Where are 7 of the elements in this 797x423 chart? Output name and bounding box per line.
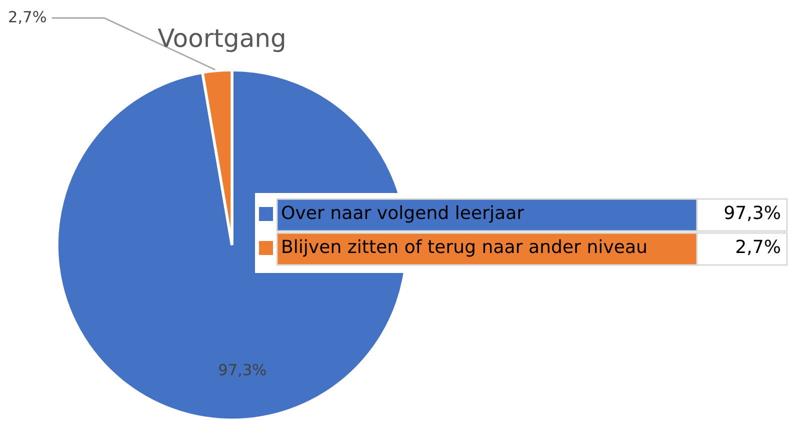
data-label: 2,7%: [9, 10, 46, 24]
text: 2,7%: [736, 240, 780, 256]
text: Voortgang: [158, 28, 284, 52]
data-label: 97,3%: [219, 364, 266, 377]
legend-label: Blijven zitten of terug naar ander niveau: [282, 239, 646, 257]
text: 97,3%: [724, 206, 780, 222]
legend-label: Over naar volgend leerjaar: [282, 205, 524, 223]
